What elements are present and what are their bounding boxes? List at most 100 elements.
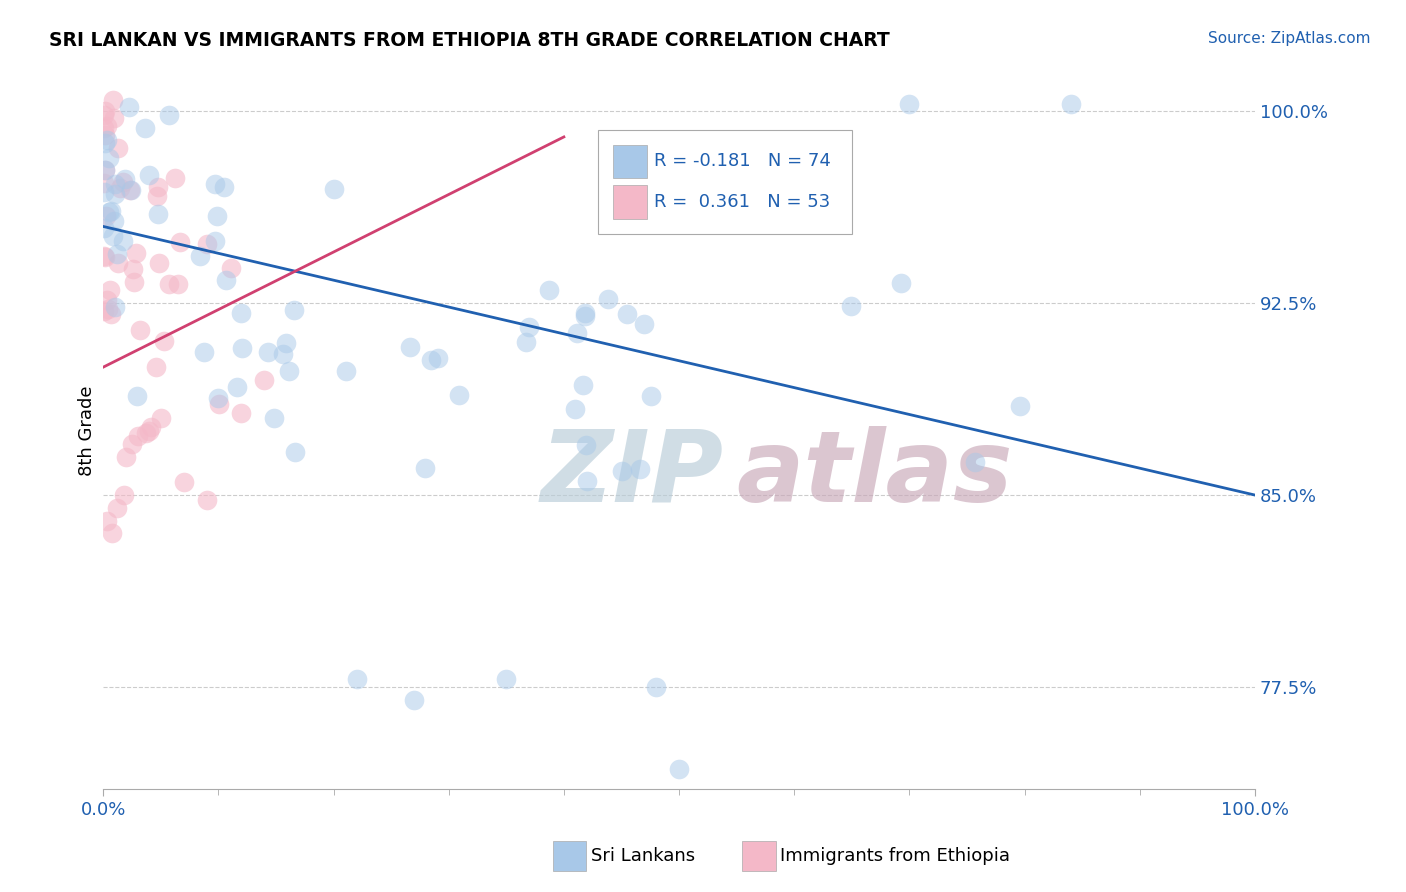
Point [100,307,122,321]
Point [94,104,117,119]
Point [515,335,537,350]
Point [96,514,118,528]
Point [447,388,470,402]
Point [139,420,162,434]
Point [105,246,128,260]
Point [148,256,170,270]
Point [167,277,190,291]
Point [153,334,176,348]
Point [610,464,633,478]
Point [97,302,120,317]
Point [226,380,249,394]
Point [104,186,127,201]
Y-axis label: 8th Grade: 8th Grade [79,386,96,476]
Point [157,277,180,292]
Point [107,256,129,270]
Point [205,209,228,223]
Point [93,163,115,178]
Point [93,221,115,235]
Point [148,207,170,221]
Point [93,250,115,264]
Point [120,183,142,197]
Point [101,526,124,541]
Point [112,176,135,190]
Point [204,235,226,249]
Point [145,359,167,374]
Point [93,303,115,318]
Point [668,762,690,776]
Point [93,107,115,121]
Point [195,493,218,508]
Point [564,402,586,417]
Point [640,389,662,403]
Point [145,189,167,203]
Point [157,108,180,122]
Point [138,168,160,182]
Text: R = -0.181   N = 74: R = -0.181 N = 74 [654,152,831,170]
Point [93,249,115,263]
Point [1008,399,1031,413]
Point [103,111,125,125]
Point [574,306,596,320]
Text: Source: ZipAtlas.com: Source: ZipAtlas.com [1208,31,1371,46]
Point [212,179,235,194]
Point [128,323,150,337]
Point [96,209,118,223]
Point [98,283,121,297]
Point [122,262,145,277]
Point [169,235,191,249]
Point [231,406,253,420]
Point [193,345,215,359]
Point [208,397,231,411]
Point [576,474,599,488]
Point [257,345,280,359]
Point [426,351,449,365]
Point [204,178,226,192]
Point [335,364,357,378]
Text: Immigrants from Ethiopia: Immigrants from Ethiopia [780,847,1011,865]
Point [138,424,160,438]
Point [898,96,921,111]
Point [271,347,294,361]
Point [596,292,619,306]
Point [120,183,142,197]
Point [110,180,132,194]
Point [323,182,346,196]
Point [118,101,141,115]
Point [103,93,125,107]
FancyBboxPatch shape [613,145,647,178]
Point [96,293,118,308]
Point [149,411,172,425]
Point [105,500,128,515]
Point [134,120,156,135]
Point [127,429,149,443]
Text: ZIP: ZIP [541,425,724,523]
Point [517,319,540,334]
Point [93,120,115,135]
Point [215,272,238,286]
Point [575,438,598,452]
Point [165,171,187,186]
Point [93,162,115,177]
Point [616,307,638,321]
Point [263,410,285,425]
Point [284,445,307,459]
Point [111,234,134,248]
Point [890,277,912,291]
Point [277,364,299,378]
Point [419,352,441,367]
Point [253,373,276,387]
Point [93,177,115,191]
Point [104,300,127,314]
Point [96,133,118,147]
Point [630,462,652,476]
Point [572,378,595,392]
Point [231,341,253,355]
Point [574,309,596,323]
Point [173,475,195,490]
Point [495,672,517,686]
Point [219,260,242,275]
Point [93,185,115,199]
Point [94,128,117,143]
Point [207,391,229,405]
